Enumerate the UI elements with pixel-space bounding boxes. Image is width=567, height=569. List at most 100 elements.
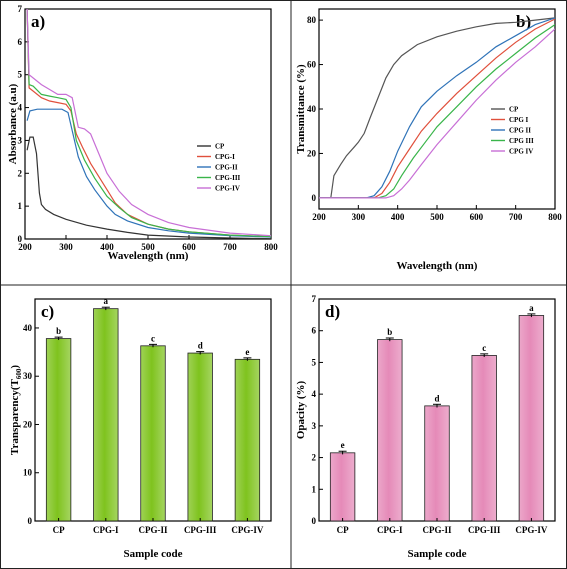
legend-entry: CPG-III xyxy=(215,174,241,182)
chart-panel-4: 0 1 2 3 4 5 6 7 Sample code Opacity (%) d) e CP b CPG-… xyxy=(295,294,556,560)
panel-label: d) xyxy=(325,302,340,321)
series-line xyxy=(319,17,555,199)
x-tick-label: CPG-II xyxy=(423,525,452,535)
x-tick-label: CPG-I xyxy=(377,525,403,535)
bar xyxy=(471,355,497,522)
significance-letter: b xyxy=(387,327,392,337)
y-tick-label: 7 xyxy=(312,294,317,304)
y-axis-label: Opacity (%) xyxy=(295,380,307,439)
x-tick-label: 500 xyxy=(141,242,155,252)
x-tick-label: CP xyxy=(337,525,349,535)
bar xyxy=(140,345,166,522)
x-tick-label: CPG-III xyxy=(184,525,217,535)
x-tick-label: 200 xyxy=(312,212,326,222)
x-tick-label: 600 xyxy=(182,242,196,252)
series-line xyxy=(26,9,271,237)
y-axis-label-end: ) xyxy=(9,365,21,369)
legend-entry: CPG III xyxy=(509,137,534,145)
y-tick-label: 0 xyxy=(312,516,317,526)
x-tick-label: 500 xyxy=(430,212,444,222)
x-tick-label: 700 xyxy=(509,212,523,222)
y-tick-label: 2 xyxy=(312,453,317,463)
significance-letter: c xyxy=(482,343,486,353)
chart-panel-3: 0 10 20 30 40 Sample code Transparency(T600) c)… xyxy=(9,296,272,560)
legend-entry: CPG I xyxy=(509,116,529,124)
bar xyxy=(45,338,72,522)
y-tick-label: 30 xyxy=(23,371,33,381)
x-tick-label: CPG-IV xyxy=(515,525,547,535)
y-tick-label: 5 xyxy=(312,357,317,367)
y-tick-label: 1 xyxy=(312,484,317,494)
y-tick-label: 0 xyxy=(312,193,317,203)
y-tick-label: 0 xyxy=(28,516,33,526)
legend-entry: CPG-IV xyxy=(215,185,240,193)
significance-letter: d xyxy=(198,341,203,351)
x-tick-label: 800 xyxy=(264,242,278,252)
significance-letter: a xyxy=(104,296,109,306)
y-tick-label: 10 xyxy=(23,468,33,478)
legend-entry: CP xyxy=(509,106,519,114)
x-axis-label: Wavelength (nm) xyxy=(108,250,189,262)
y-tick-label: 6 xyxy=(18,37,23,47)
significance-letter: a xyxy=(529,303,534,313)
legend-entry: CPG-I xyxy=(215,153,235,161)
series-line xyxy=(26,136,271,239)
panel-label: a) xyxy=(31,12,45,31)
bar xyxy=(518,315,545,522)
y-tick-label: 3 xyxy=(312,421,317,431)
y-tick-label: 7 xyxy=(18,4,23,14)
y-tick-label: 2 xyxy=(18,168,23,178)
bar xyxy=(424,405,450,522)
x-axis-label: Sample code xyxy=(124,548,183,560)
chart-panel-2: 0 20 40 60 80 200 300 400 500 600 700 800 Wavelength… xyxy=(295,8,562,272)
significance-letter: c xyxy=(151,333,155,343)
x-tick-label: 800 xyxy=(548,212,562,222)
bar xyxy=(93,308,119,522)
x-tick-label: 200 xyxy=(18,242,32,252)
bar xyxy=(187,352,213,522)
legend-entry: CPG-II xyxy=(215,164,238,172)
series-line xyxy=(26,108,271,238)
series-line xyxy=(319,18,555,199)
bar xyxy=(377,339,403,522)
legend-entry: CPG IV xyxy=(509,148,533,156)
x-tick-label: 300 xyxy=(352,212,366,222)
y-axis-label-subscript: 600 xyxy=(15,368,23,379)
x-tick-label: 400 xyxy=(391,212,405,222)
x-tick-label: CPG-III xyxy=(468,525,501,535)
y-axis-label: Transmittance (%) xyxy=(295,64,307,154)
y-tick-label: 40 xyxy=(307,104,317,114)
significance-letter: d xyxy=(434,393,439,403)
significance-letter: e xyxy=(245,347,249,357)
legend-entry: CPG II xyxy=(509,127,531,135)
bar xyxy=(329,452,356,522)
x-tick-label: 600 xyxy=(470,212,484,222)
significance-letter: b xyxy=(56,326,61,336)
x-tick-label: 400 xyxy=(100,242,114,252)
y-tick-label: 0 xyxy=(18,234,23,244)
x-tick-label: CPG-II xyxy=(139,525,168,535)
series-line xyxy=(26,9,271,238)
y-tick-label: 40 xyxy=(23,323,33,333)
x-axis-label: Sample code xyxy=(408,548,467,560)
significance-letter: e xyxy=(341,440,345,450)
series-line xyxy=(26,9,271,238)
y-axis-label: Absorbance (a.u) xyxy=(7,83,19,164)
panel-label: c) xyxy=(41,302,54,321)
y-tick-label: 20 xyxy=(23,419,33,429)
x-tick-label: CPG-IV xyxy=(231,525,263,535)
y-tick-label: 4 xyxy=(18,103,23,113)
series-line xyxy=(319,17,555,199)
series-line xyxy=(319,28,555,199)
y-tick-label: 1 xyxy=(18,201,23,211)
x-tick-label: CP xyxy=(53,525,65,535)
y-tick-label: 4 xyxy=(312,389,317,399)
legend-entry: CP xyxy=(215,143,225,151)
x-tick-label: 700 xyxy=(223,242,237,252)
plot-frame xyxy=(24,8,272,240)
y-tick-label: 6 xyxy=(312,326,317,336)
y-tick-label: 20 xyxy=(307,148,317,158)
chart-panel-1: 0 1 2 3 4 5 6 7 200 300 400 500 600 700 800 Wavelength … xyxy=(7,4,278,262)
